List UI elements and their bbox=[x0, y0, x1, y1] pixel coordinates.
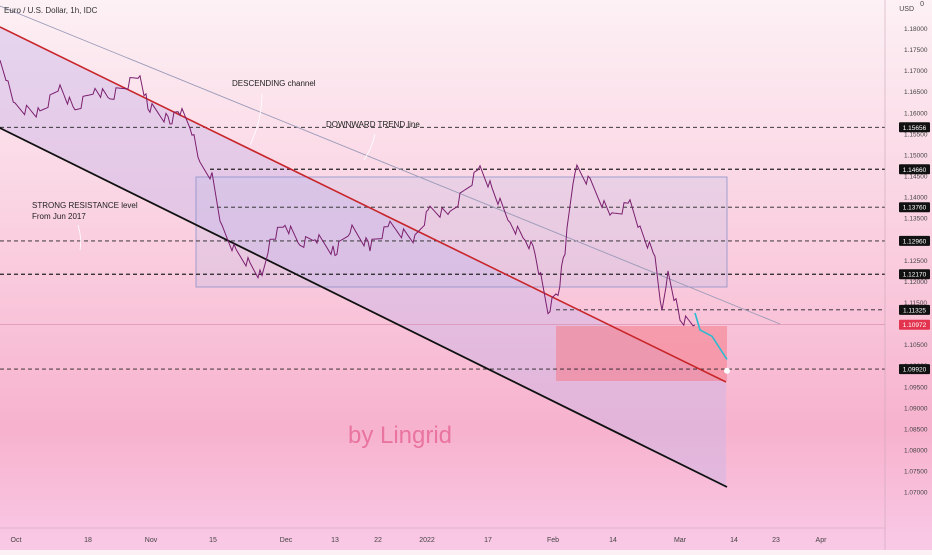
level-badge-label-0: 1.15656 bbox=[903, 125, 927, 132]
y-tick-label-11: 1.12500 bbox=[904, 258, 928, 265]
current-price-label: 1.10972 bbox=[903, 322, 927, 329]
x-tick-label-7: 2022 bbox=[419, 537, 435, 544]
currency-label: USD bbox=[899, 6, 914, 13]
annotation-arrow-trend bbox=[363, 133, 376, 161]
annotation-arrow-channel bbox=[249, 93, 263, 146]
level-badge-label-4: 1.12170 bbox=[903, 272, 927, 279]
downward-trend-line bbox=[0, 5, 781, 325]
x-tick-label-0: Oct bbox=[11, 537, 22, 544]
x-tick-label-6: 22 bbox=[374, 537, 382, 544]
x-tick-label-10: 14 bbox=[609, 537, 617, 544]
y-tick-label-9: 1.13500 bbox=[904, 216, 928, 223]
y-tick-label-7: 1.14500 bbox=[904, 174, 928, 181]
y-tick-label-19: 1.08500 bbox=[904, 426, 928, 433]
x-tick-label-1: 18 bbox=[84, 537, 92, 544]
y-tick-label-6: 1.15000 bbox=[904, 152, 928, 159]
watermark: by Lingrid bbox=[348, 422, 452, 449]
level-badge-2 bbox=[899, 202, 930, 213]
target-marker bbox=[724, 367, 730, 374]
level-badge-1 bbox=[899, 164, 930, 175]
x-tick-label-12: 14 bbox=[730, 537, 738, 544]
level-badge-label-3: 1.12960 bbox=[903, 238, 927, 245]
level-badge-3 bbox=[899, 235, 930, 246]
price-series bbox=[0, 60, 696, 327]
y-tick-label-3: 1.16500 bbox=[904, 89, 928, 96]
level-badge-label-6: 1.09920 bbox=[903, 367, 927, 374]
x-tick-label-5: 13 bbox=[331, 537, 339, 544]
x-tick-label-8: 17 bbox=[484, 537, 492, 544]
current-price-badge bbox=[899, 319, 930, 330]
currency-marker: 0 bbox=[920, 1, 924, 8]
level-badge-6 bbox=[899, 364, 930, 375]
annotation-arrow-resistance bbox=[77, 224, 82, 251]
annotation-downward-trend: DOWNWARD TREND line bbox=[326, 120, 420, 129]
y-tick-label-5: 1.15500 bbox=[904, 131, 928, 138]
level-badge-5 bbox=[899, 304, 930, 315]
y-tick-label-4: 1.16000 bbox=[904, 110, 928, 117]
channel-upper-line bbox=[0, 26, 727, 383]
y-tick-label-17: 1.09500 bbox=[904, 384, 928, 391]
x-tick-label-14: Apr bbox=[816, 537, 828, 544]
y-tick-label-0: 1.18000 bbox=[904, 26, 928, 33]
y-tick-label-20: 1.08000 bbox=[904, 448, 928, 455]
x-tick-label-3: 15 bbox=[209, 537, 217, 544]
y-tick-label-18: 1.09000 bbox=[904, 405, 928, 412]
y-tick-label-22: 1.07000 bbox=[904, 490, 928, 497]
level-badge-label-1: 1.14660 bbox=[903, 167, 927, 174]
consolidation-box bbox=[195, 176, 728, 288]
x-tick-label-4: Dec bbox=[280, 537, 293, 544]
x-tick-label-2: Nov bbox=[145, 537, 158, 544]
y-tick-label-15: 1.10500 bbox=[904, 342, 928, 349]
y-tick-label-13: 1.11500 bbox=[904, 300, 927, 307]
y-tick-label-12: 1.12000 bbox=[904, 279, 928, 286]
y-tick-label-1: 1.17500 bbox=[904, 47, 928, 54]
target-zone bbox=[556, 326, 727, 381]
annotation-from-jun: From Jun 2017 bbox=[32, 212, 86, 221]
x-tick-label-13: 23 bbox=[772, 537, 780, 544]
y-tick-label-2: 1.17000 bbox=[904, 68, 928, 75]
x-tick-label-9: Feb bbox=[547, 537, 559, 544]
y-tick-label-21: 1.07500 bbox=[904, 469, 928, 476]
channel-fill bbox=[0, 27, 726, 488]
level-badge-label-5: 1.11325 bbox=[903, 307, 926, 314]
channel-lower-line bbox=[0, 127, 728, 488]
level-badge-0 bbox=[899, 122, 930, 133]
symbol-title: Euro / U.S. Dollar, 1h, IDC bbox=[4, 6, 98, 15]
annotation-descending-channel: DESCENDING channel bbox=[232, 79, 316, 88]
y-tick-label-8: 1.14000 bbox=[904, 195, 928, 202]
x-tick-label-11: Mar bbox=[674, 537, 687, 544]
annotation-resistance: STRONG RESISTANCE level bbox=[32, 201, 138, 210]
forecast-series bbox=[694, 312, 728, 360]
level-badge-label-2: 1.13760 bbox=[903, 205, 927, 212]
level-badge-4 bbox=[899, 269, 930, 280]
